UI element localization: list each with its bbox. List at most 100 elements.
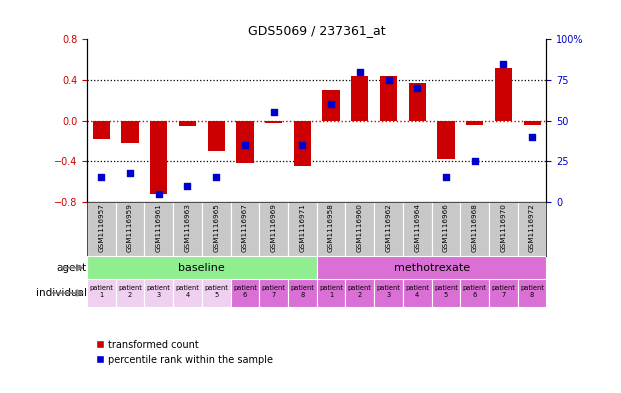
Legend: transformed count, percentile rank within the sample: transformed count, percentile rank withi… (92, 336, 277, 369)
Text: GSM1116960: GSM1116960 (357, 204, 363, 252)
FancyBboxPatch shape (317, 279, 345, 307)
Bar (236, 121, 253, 163)
Text: patient
2: patient 2 (118, 285, 142, 298)
Text: GSM1116957: GSM1116957 (98, 204, 104, 252)
FancyBboxPatch shape (260, 202, 288, 256)
Bar (380, 76, 397, 121)
Text: GSM1116968: GSM1116968 (472, 204, 478, 252)
FancyBboxPatch shape (403, 202, 432, 256)
Text: agent: agent (57, 263, 87, 273)
Bar (150, 121, 168, 194)
Point (297, 142, 307, 148)
FancyBboxPatch shape (260, 279, 288, 307)
Point (96, 174, 106, 180)
Bar (179, 121, 196, 126)
Text: GSM1116970: GSM1116970 (501, 204, 506, 252)
Text: patient
2: patient 2 (348, 285, 372, 298)
Text: patient
3: patient 3 (147, 285, 171, 298)
Text: patient
5: patient 5 (204, 285, 228, 298)
Text: GSM1116962: GSM1116962 (386, 204, 391, 252)
Bar (322, 90, 340, 121)
Text: patient
6: patient 6 (463, 285, 487, 298)
Text: individual: individual (36, 288, 87, 298)
Text: GSM1116964: GSM1116964 (414, 204, 420, 252)
Text: patient
5: patient 5 (434, 285, 458, 298)
FancyBboxPatch shape (87, 279, 116, 307)
Bar (265, 121, 282, 123)
Point (269, 109, 279, 116)
Bar (524, 121, 541, 125)
Text: GSM1116966: GSM1116966 (443, 204, 449, 252)
FancyBboxPatch shape (374, 279, 403, 307)
Text: patient
7: patient 7 (261, 285, 286, 298)
FancyBboxPatch shape (202, 202, 230, 256)
Point (499, 61, 509, 67)
Text: GSM1116959: GSM1116959 (127, 204, 133, 252)
Bar (437, 121, 455, 159)
FancyBboxPatch shape (230, 279, 260, 307)
FancyBboxPatch shape (173, 202, 202, 256)
FancyBboxPatch shape (432, 202, 460, 256)
Point (384, 77, 394, 83)
Point (441, 174, 451, 180)
FancyBboxPatch shape (116, 279, 145, 307)
FancyBboxPatch shape (317, 202, 345, 256)
Text: baseline: baseline (178, 263, 225, 273)
FancyBboxPatch shape (145, 202, 173, 256)
Point (240, 142, 250, 148)
Text: GSM1116958: GSM1116958 (328, 204, 334, 252)
FancyBboxPatch shape (116, 202, 145, 256)
Text: patient
1: patient 1 (319, 285, 343, 298)
Bar (409, 83, 426, 121)
Text: GSM1116972: GSM1116972 (529, 204, 535, 252)
FancyBboxPatch shape (518, 202, 546, 256)
Point (412, 85, 422, 91)
Text: patient
8: patient 8 (520, 285, 544, 298)
FancyBboxPatch shape (345, 202, 374, 256)
FancyBboxPatch shape (288, 279, 317, 307)
FancyBboxPatch shape (403, 279, 432, 307)
FancyBboxPatch shape (230, 202, 260, 256)
Bar (495, 68, 512, 121)
FancyBboxPatch shape (288, 202, 317, 256)
FancyBboxPatch shape (489, 279, 518, 307)
FancyBboxPatch shape (173, 279, 202, 307)
Title: GDS5069 / 237361_at: GDS5069 / 237361_at (248, 24, 386, 37)
Point (125, 169, 135, 176)
FancyBboxPatch shape (202, 279, 230, 307)
Bar (207, 121, 225, 151)
Text: patient
1: patient 1 (89, 285, 113, 298)
Text: methotrexate: methotrexate (394, 263, 469, 273)
Text: patient
4: patient 4 (406, 285, 429, 298)
Point (211, 174, 221, 180)
FancyBboxPatch shape (317, 256, 546, 279)
Text: GSM1116961: GSM1116961 (156, 204, 161, 252)
Bar (93, 121, 110, 139)
Point (183, 182, 193, 189)
Bar (351, 76, 368, 121)
FancyBboxPatch shape (432, 279, 460, 307)
FancyBboxPatch shape (374, 202, 403, 256)
Point (355, 69, 365, 75)
Text: GSM1116965: GSM1116965 (213, 204, 219, 252)
FancyBboxPatch shape (345, 279, 374, 307)
Text: patient
6: patient 6 (233, 285, 257, 298)
Text: GSM1116969: GSM1116969 (271, 204, 276, 252)
FancyBboxPatch shape (87, 202, 116, 256)
FancyBboxPatch shape (145, 279, 173, 307)
Bar (466, 121, 483, 125)
FancyBboxPatch shape (460, 279, 489, 307)
Point (527, 134, 537, 140)
Text: patient
4: patient 4 (176, 285, 199, 298)
FancyBboxPatch shape (518, 279, 546, 307)
Point (469, 158, 479, 164)
FancyBboxPatch shape (460, 202, 489, 256)
Text: patient
8: patient 8 (291, 285, 314, 298)
Text: patient
3: patient 3 (376, 285, 401, 298)
FancyBboxPatch shape (87, 256, 317, 279)
Text: patient
7: patient 7 (491, 285, 515, 298)
FancyBboxPatch shape (489, 202, 518, 256)
Bar (122, 121, 138, 143)
Text: GSM1116967: GSM1116967 (242, 204, 248, 252)
Point (154, 191, 164, 197)
